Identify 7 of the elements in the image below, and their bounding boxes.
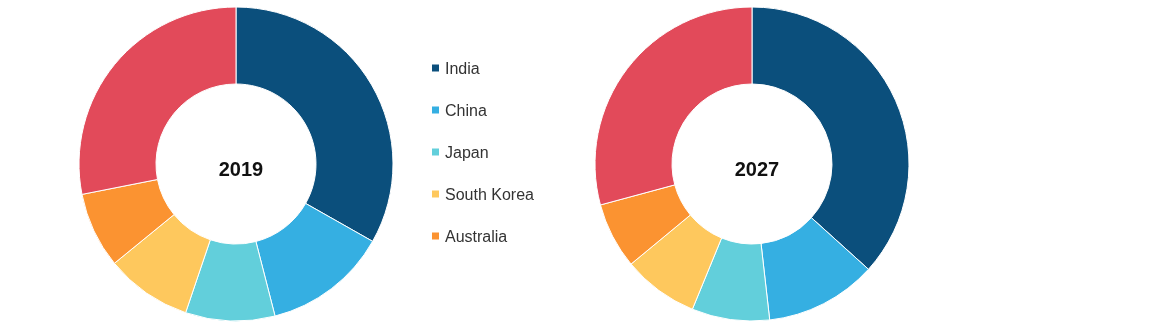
legend-label: China xyxy=(445,101,487,119)
legend-label: Australia xyxy=(445,227,508,245)
slice-label: 2027 xyxy=(734,158,780,180)
legend-label: Japan xyxy=(445,143,489,161)
slice-label: 2019 xyxy=(218,158,264,180)
legend-label: India xyxy=(445,59,480,77)
legend-label: South Korea xyxy=(445,185,535,203)
